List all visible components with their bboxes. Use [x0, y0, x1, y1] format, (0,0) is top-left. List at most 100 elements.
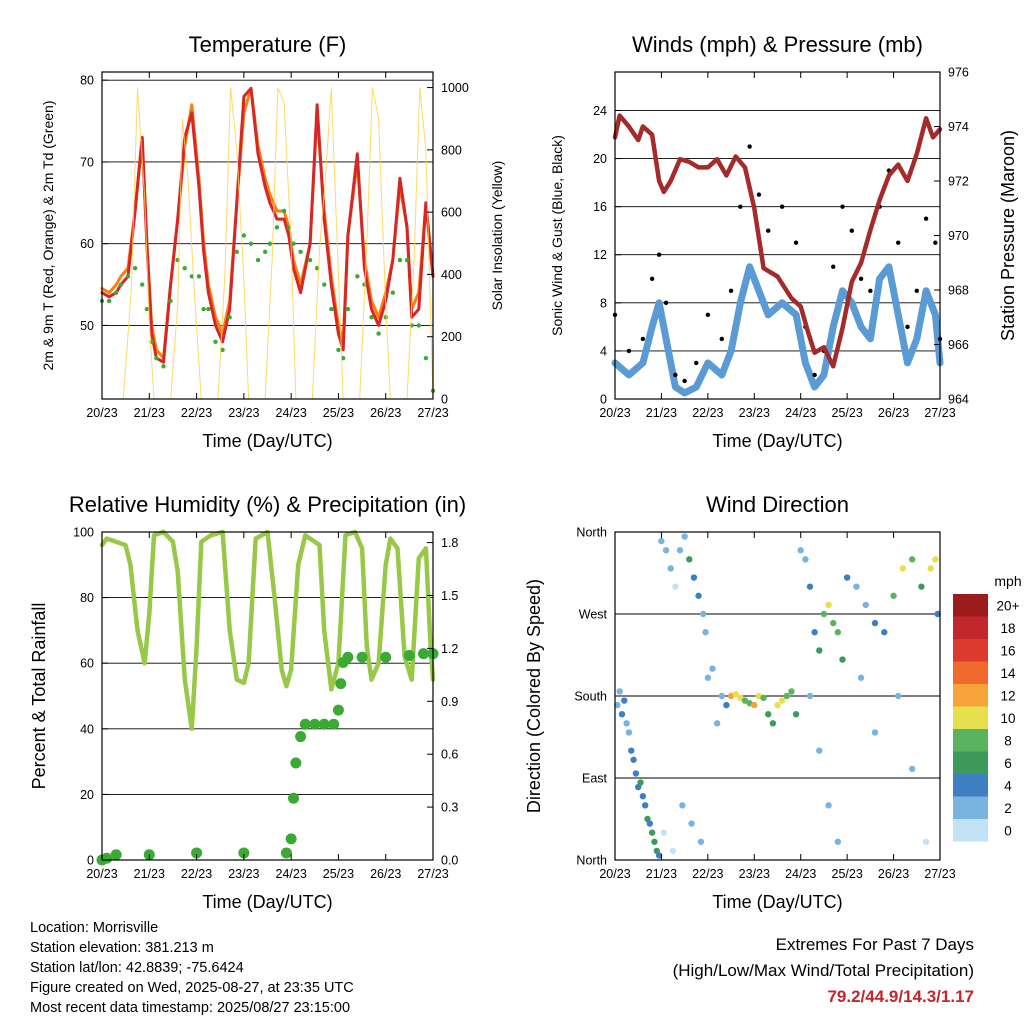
direction-point [783, 692, 790, 700]
series-point [220, 347, 225, 353]
series-line [611, 263, 944, 397]
x-tick-label: 23/23 [739, 406, 770, 420]
direction-point [662, 547, 670, 554]
x-tick-label: 24/23 [276, 867, 307, 881]
direction-point [667, 565, 674, 572]
series-line [99, 529, 436, 732]
direction-point [760, 694, 767, 702]
y-tick-label: 20 [593, 152, 607, 166]
x-tick-label: 21/23 [646, 867, 677, 881]
direction-point [686, 556, 693, 563]
y-tick-label: 0 [600, 393, 607, 407]
colorbar-label: 0 [1004, 823, 1012, 838]
x-tick-label: 22/23 [181, 406, 212, 420]
y-tick-label: 60 [80, 237, 94, 251]
series-line [612, 113, 943, 369]
series-point [328, 718, 340, 730]
x-tick-label: 20/23 [86, 867, 117, 881]
series-point [335, 678, 347, 690]
colorbar-swatch [953, 751, 988, 774]
y-tick-label: North [576, 854, 607, 868]
direction-point [618, 711, 626, 718]
y2-tick-label: 0 [441, 393, 448, 407]
series-point [793, 240, 799, 245]
series-point [355, 274, 360, 279]
x-tick-label: 25/23 [323, 406, 354, 420]
series-point [318, 718, 330, 730]
direction-point [614, 701, 621, 709]
series-point [423, 355, 429, 361]
colorbar-label: 20+ [997, 598, 1020, 613]
y2-tick-label: 964 [948, 393, 969, 407]
direction-point [830, 619, 837, 627]
series-point [106, 298, 112, 304]
series-point [649, 276, 655, 281]
series-point [779, 204, 785, 209]
y2-tick-label: 800 [441, 143, 462, 157]
series-point [227, 315, 232, 320]
direction-point [669, 847, 677, 855]
x-tick-label: 21/23 [134, 406, 165, 420]
y-tick-label: North [576, 526, 607, 540]
y-tick-label: 24 [593, 104, 607, 118]
direction-point [676, 547, 684, 554]
colorbar-title: mph [994, 573, 1021, 589]
direction-point [718, 692, 725, 700]
direction-point [797, 547, 804, 554]
series-point [390, 290, 396, 295]
series-point [380, 651, 392, 663]
series-point [332, 704, 344, 716]
direction-point [927, 565, 934, 572]
series-point [201, 306, 206, 312]
direction-point [792, 711, 800, 718]
series-point [241, 233, 247, 238]
y2-tick-label: 1.2 [441, 642, 458, 656]
direction-point [688, 820, 695, 827]
direction-point [825, 802, 832, 809]
series-point [397, 257, 403, 263]
y2-tick-label: 974 [948, 120, 969, 134]
y2-tick-label: 972 [948, 175, 969, 189]
colorbar-swatch [953, 774, 988, 797]
series-point [206, 306, 211, 312]
y2-tick-label: 200 [441, 330, 462, 344]
colorbar-swatch [953, 661, 988, 684]
series-point [369, 315, 374, 320]
colorbar-swatch [953, 819, 988, 842]
y-tick-label: South [574, 690, 607, 704]
direction-point [934, 610, 941, 618]
colorbar-label: 6 [1004, 756, 1012, 771]
direction-point [655, 852, 663, 859]
direction-point [918, 583, 925, 590]
direction-point [651, 838, 658, 845]
chart-humidity: 20/23 21/23 22/23 23/23 24/23 25/23 26/23 27/23… [29, 492, 466, 912]
y2-tick-label: 968 [948, 284, 969, 298]
y-tick-label: East [582, 772, 608, 786]
direction-point [646, 820, 654, 827]
colorbar-label: 16 [1000, 643, 1015, 658]
series-point [404, 257, 410, 263]
y-axis-label: Direction (Colored By Speed) [524, 579, 544, 813]
direction-point [616, 688, 623, 695]
x-tick-label: 22/23 [181, 867, 212, 881]
y2-tick-label: 970 [948, 229, 969, 243]
series-point [336, 347, 341, 353]
series-point [345, 306, 351, 312]
x-tick-label: 27/23 [417, 867, 448, 881]
y-tick-label: West [579, 608, 608, 622]
y-tick-label: 0 [87, 854, 94, 868]
direction-point [871, 619, 879, 627]
y2-tick-label: 0.6 [441, 748, 458, 762]
series-point [274, 225, 280, 230]
colorbar-swatch [953, 729, 988, 752]
y-tick-label: 80 [80, 74, 94, 88]
direction-point [922, 838, 930, 845]
direction-point [816, 747, 823, 754]
series-point [113, 290, 119, 295]
series-point [849, 228, 854, 233]
series-point [234, 249, 239, 255]
direction-point [843, 574, 851, 581]
direction-point [621, 697, 628, 704]
x-tick-label: 27/23 [924, 406, 955, 420]
series-point [118, 282, 124, 287]
